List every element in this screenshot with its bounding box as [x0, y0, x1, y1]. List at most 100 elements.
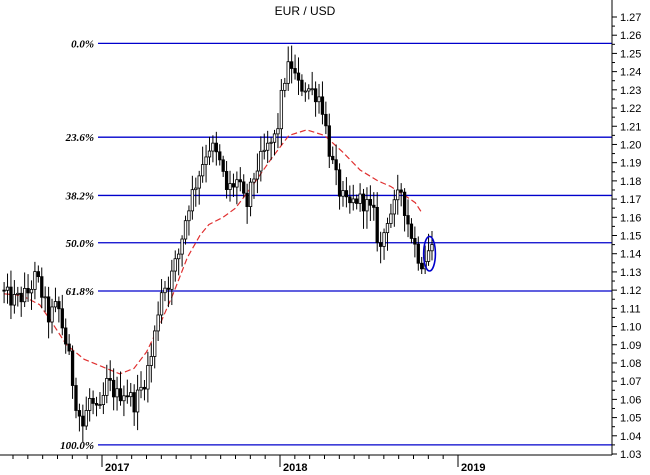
candle-down — [67, 343, 71, 352]
candle-up — [12, 294, 17, 306]
y-tick-label: 1.18 — [620, 176, 641, 188]
candle-up — [170, 270, 174, 290]
candle-down — [375, 206, 379, 244]
annotations — [422, 235, 437, 272]
y-tick-label: 1.24 — [620, 67, 641, 79]
highlight-ellipse — [422, 235, 437, 272]
candle-up — [255, 170, 260, 180]
candle-up — [53, 301, 58, 308]
candle-up — [135, 389, 140, 413]
y-tick-label: 1.23 — [620, 85, 641, 97]
fib-label: 50.0% — [66, 238, 94, 250]
candle-down — [9, 286, 13, 306]
y-tick-label: 1.26 — [620, 30, 641, 42]
candle-up — [146, 365, 150, 390]
y-tick-label: 1.07 — [620, 376, 641, 388]
candle-down — [40, 276, 44, 298]
candle-down — [125, 395, 129, 398]
candle-up — [430, 244, 434, 252]
candle-down — [36, 271, 40, 278]
candle-down — [118, 388, 123, 402]
fib-label: 38.2% — [65, 190, 94, 202]
candle-down — [361, 193, 366, 212]
candle-down — [57, 301, 61, 310]
candlestick-series — [2, 45, 434, 443]
candle-up — [269, 141, 273, 144]
candle-up — [307, 88, 311, 92]
candle-up — [122, 395, 126, 402]
candle-up — [426, 250, 431, 262]
candle-down — [108, 378, 112, 381]
candle-down — [420, 262, 424, 270]
candle-down — [91, 397, 95, 404]
candle-up — [248, 181, 253, 207]
fib-label: 23.6% — [65, 132, 94, 144]
x-year-label: 2017 — [105, 462, 129, 474]
candle-up — [303, 90, 307, 93]
candle-down — [111, 379, 116, 398]
candle-up — [16, 292, 20, 295]
candle-up — [190, 189, 195, 212]
candle-down — [331, 155, 335, 161]
y-tick-label: 1.14 — [620, 249, 641, 261]
candle-down — [231, 183, 236, 188]
y-tick-label: 1.20 — [620, 139, 641, 151]
y-tick-label: 1.27 — [620, 12, 641, 24]
candle-up — [385, 223, 390, 234]
candle-up — [262, 149, 266, 152]
candle-down — [77, 410, 82, 417]
x-year-label: 2018 — [283, 462, 307, 474]
candle-down — [296, 72, 301, 81]
candle-up — [173, 258, 177, 272]
candle-up — [252, 178, 256, 183]
candle-down — [293, 68, 297, 74]
candle-up — [266, 142, 270, 151]
candle-up — [211, 142, 215, 152]
y-tick-label: 1.22 — [620, 103, 641, 115]
candle-down — [26, 288, 30, 294]
candle-up — [153, 330, 157, 357]
moving-average-layer — [4, 129, 423, 375]
candle-up — [105, 378, 109, 396]
candle-up — [33, 271, 37, 290]
candle-up — [88, 397, 92, 411]
x-year-label: 2019 — [461, 462, 485, 474]
candle-down — [81, 415, 85, 427]
candle-up — [50, 306, 54, 323]
candle-up — [5, 286, 10, 291]
y-tick-label: 1.05 — [620, 413, 641, 425]
candle-down — [402, 191, 407, 216]
candle-up — [272, 133, 277, 143]
candle-down — [372, 204, 376, 208]
candle-down — [214, 142, 218, 153]
fib-label: 100.0% — [60, 440, 94, 452]
candle-down — [238, 179, 242, 183]
candle-up — [194, 187, 198, 191]
candle-down — [413, 238, 417, 245]
candle-up — [129, 392, 133, 398]
candle-up — [283, 82, 287, 91]
candle-down — [242, 181, 246, 194]
y-tick-label: 1.09 — [620, 340, 641, 352]
candle-up — [207, 150, 212, 158]
candle-up — [177, 253, 181, 260]
candle-down — [334, 159, 338, 171]
candle-down — [70, 350, 75, 386]
candle-down — [344, 190, 349, 198]
y-tick-label: 1.25 — [620, 48, 641, 60]
candle-up — [389, 213, 393, 224]
candle-up — [341, 190, 345, 197]
candle-up — [358, 193, 362, 204]
candle-up — [392, 199, 396, 215]
candle-up — [382, 232, 386, 247]
candle-down — [221, 159, 225, 172]
fib-label: 61.8% — [66, 286, 94, 298]
candle-up — [197, 175, 201, 189]
candle-up — [149, 356, 153, 366]
candle-down — [19, 292, 23, 303]
candle-up — [310, 88, 314, 91]
y-tick-label: 1.06 — [620, 394, 641, 406]
candle-up — [22, 288, 27, 303]
y-tick-label: 1.03 — [620, 449, 641, 461]
